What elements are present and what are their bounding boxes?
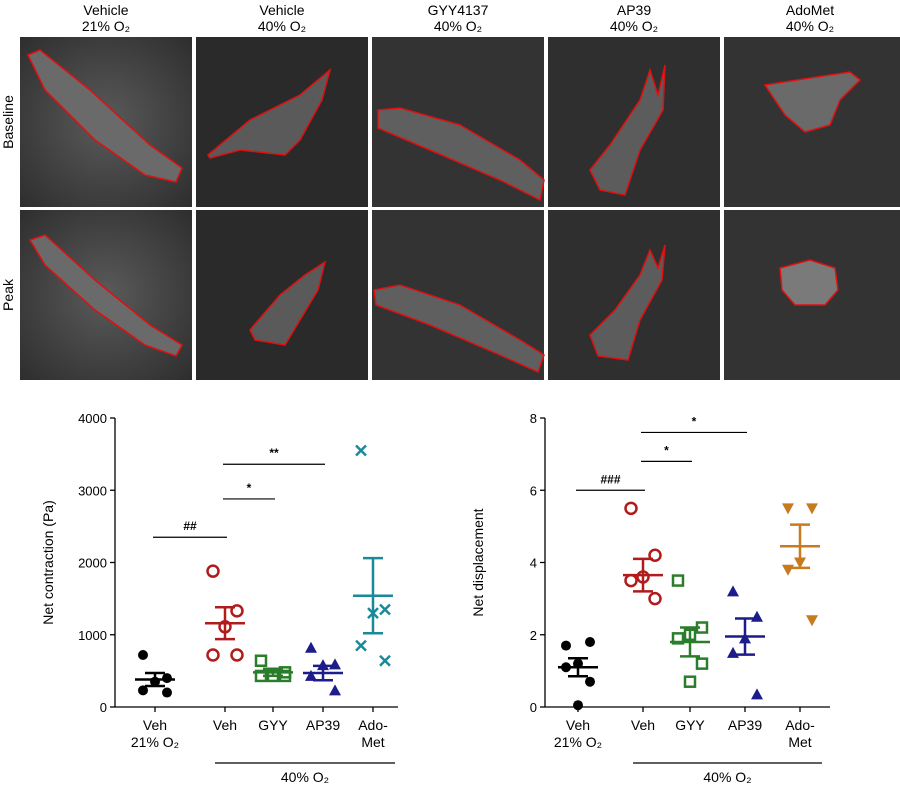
error-bar xyxy=(363,556,383,635)
error-bar xyxy=(633,557,653,593)
column-header: Vehicle 21% O₂ xyxy=(82,2,130,34)
data-point xyxy=(329,658,341,670)
significance-label: ### xyxy=(600,472,620,486)
x-tick-label: Veh 21% O₂ xyxy=(131,717,179,750)
y-tick-label: 1000 xyxy=(78,628,107,643)
data-point xyxy=(138,649,148,660)
y-tick-label: 2000 xyxy=(78,556,107,571)
cell-outline xyxy=(26,49,183,183)
column-header: Vehicle 40% O₂ xyxy=(258,2,306,34)
error-bar xyxy=(313,664,333,682)
x-tick-label: Veh 21% O₂ xyxy=(554,717,602,750)
data-point xyxy=(671,632,685,645)
x-tick-label: Veh xyxy=(631,717,655,733)
y-tick-label: 0 xyxy=(100,700,107,715)
y-tick-label: 4000 xyxy=(78,411,107,426)
cell-outline xyxy=(589,64,666,196)
x-tick-label: Ado-Met xyxy=(785,717,815,750)
y-tick-label: 6 xyxy=(530,483,537,498)
data-point xyxy=(254,654,268,668)
cell-outline xyxy=(28,234,183,357)
data-point xyxy=(751,610,763,622)
data-point xyxy=(782,564,794,576)
x-tick-label: AP39 xyxy=(728,717,762,733)
cell-outline xyxy=(373,284,545,374)
y-tick-label: 3000 xyxy=(78,483,107,498)
error-bar xyxy=(735,617,755,656)
y-tick-label: 0 xyxy=(530,700,537,715)
x-tick-label: GYY xyxy=(258,717,288,733)
data-point xyxy=(782,503,794,515)
data-point xyxy=(355,444,367,457)
data-point xyxy=(138,685,148,696)
data-point xyxy=(727,646,739,658)
group-label: 40% O₂ xyxy=(281,769,329,785)
data-point xyxy=(751,688,763,700)
data-point xyxy=(230,604,244,618)
y-tick-label: 8 xyxy=(530,411,537,426)
data-point xyxy=(162,687,172,698)
significance-label: * xyxy=(692,414,697,428)
cell-outline xyxy=(589,244,666,361)
data-point xyxy=(206,564,220,578)
significance-label: * xyxy=(247,481,252,495)
data-point xyxy=(230,648,244,662)
x-tick-label: AP39 xyxy=(306,717,340,733)
data-point xyxy=(671,574,685,587)
significance-label: * xyxy=(664,443,669,457)
x-tick-label: GYY xyxy=(675,717,705,733)
data-point xyxy=(162,673,172,684)
data-point xyxy=(561,640,571,651)
data-point xyxy=(683,675,697,688)
y-axis-label: Net contraction (Pa) xyxy=(40,500,56,625)
cell-outline xyxy=(779,259,839,306)
column-header: GYY4137 40% O₂ xyxy=(428,2,489,34)
data-point xyxy=(206,648,220,662)
column-header: AP39 40% O₂ xyxy=(610,2,658,34)
data-point xyxy=(648,591,662,606)
y-axis-label: Net displacement xyxy=(470,508,486,616)
row-label: Peak xyxy=(0,278,16,311)
y-tick-label: 2 xyxy=(530,628,537,643)
micrograph-grid xyxy=(20,37,900,380)
data-point xyxy=(624,501,638,516)
data-point xyxy=(624,573,638,588)
x-tick-label: Ado-Met xyxy=(358,717,388,750)
group-label: 40% O₂ xyxy=(703,769,751,785)
data-point xyxy=(305,669,317,681)
data-point xyxy=(806,503,818,515)
error-bar xyxy=(263,667,283,678)
error-bar xyxy=(680,626,700,658)
x-tick-label: Veh xyxy=(213,717,237,733)
error-bar xyxy=(215,606,235,641)
data-point xyxy=(329,684,341,696)
row-label: Baseline xyxy=(0,95,16,149)
data-point xyxy=(806,615,818,627)
data-point xyxy=(727,585,739,597)
data-point xyxy=(648,548,662,563)
significance-label: ** xyxy=(269,446,279,460)
data-point xyxy=(355,639,367,652)
cell-outline xyxy=(377,107,545,202)
column-header: AdoMet 40% O₂ xyxy=(786,2,834,34)
data-point xyxy=(695,657,709,670)
data-point xyxy=(379,654,391,667)
error-bar xyxy=(790,523,810,570)
data-point xyxy=(305,641,317,653)
cell-outline xyxy=(763,71,862,133)
cell-outline xyxy=(249,260,327,346)
significance-label: ## xyxy=(183,519,197,533)
data-point xyxy=(585,676,595,687)
data-point xyxy=(379,603,391,616)
y-tick-label: 4 xyxy=(530,556,537,571)
data-point xyxy=(573,700,583,711)
cell-outline xyxy=(207,67,332,159)
data-point xyxy=(585,636,595,647)
error-bar xyxy=(145,671,165,688)
error-bar xyxy=(568,656,588,678)
